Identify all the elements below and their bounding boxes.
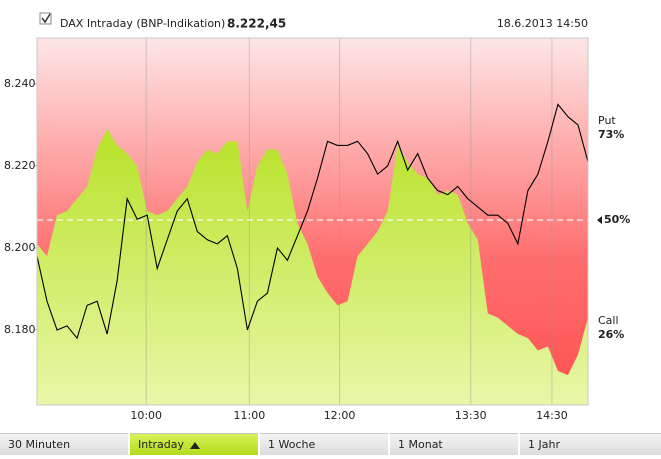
midline-arrow xyxy=(597,216,602,225)
x-tick-label: 13:30 xyxy=(455,409,487,422)
tab[interactable]: 1 Jahr xyxy=(520,433,661,455)
x-tick-label: 14:30 xyxy=(536,409,568,422)
midline-label: 50% xyxy=(604,213,630,226)
sort-indicator xyxy=(190,441,201,449)
x-tick-label: 12:00 xyxy=(324,409,356,422)
y-tick-label: 8.180 xyxy=(4,323,36,336)
price-line xyxy=(36,103,589,340)
tab-label: 1 Jahr xyxy=(528,438,560,451)
tab[interactable]: Intraday xyxy=(130,433,258,455)
tab[interactable]: 1 Monat xyxy=(390,433,518,455)
y-tick-label: 8.200 xyxy=(4,241,36,254)
tab[interactable]: 1 Woche xyxy=(260,433,388,455)
tab-label: 30 Minuten xyxy=(8,438,71,451)
plot-frame xyxy=(36,37,589,406)
x-tick-label: 10:00 xyxy=(130,409,162,422)
x-tick-label: 11:00 xyxy=(234,409,266,422)
y-tick-label: 8.240 xyxy=(4,77,36,90)
chart: DAX Intraday (BNP-Indikation) 8.222,45 1… xyxy=(4,12,630,422)
tab-label: Intraday xyxy=(138,438,185,451)
y-tick-label: 8.220 xyxy=(4,159,36,172)
checkmark xyxy=(41,13,51,24)
tab[interactable]: 30 Minuten xyxy=(0,433,128,455)
put-pct: 73% xyxy=(598,128,624,141)
tab-label: 1 Woche xyxy=(268,438,316,451)
series-title: DAX Intraday (BNP-Indikation) xyxy=(60,17,225,30)
timestamp: 18.6.2013 14:50 xyxy=(497,17,588,30)
last-value: 8.222,45 xyxy=(227,17,286,31)
tab-label: 1 Monat xyxy=(398,438,443,451)
call-label: Call xyxy=(598,314,619,327)
call-pct: 26% xyxy=(598,328,624,341)
checkbox[interactable] xyxy=(39,12,52,25)
sentiment-area xyxy=(37,129,588,405)
put-label: Put xyxy=(598,114,616,127)
